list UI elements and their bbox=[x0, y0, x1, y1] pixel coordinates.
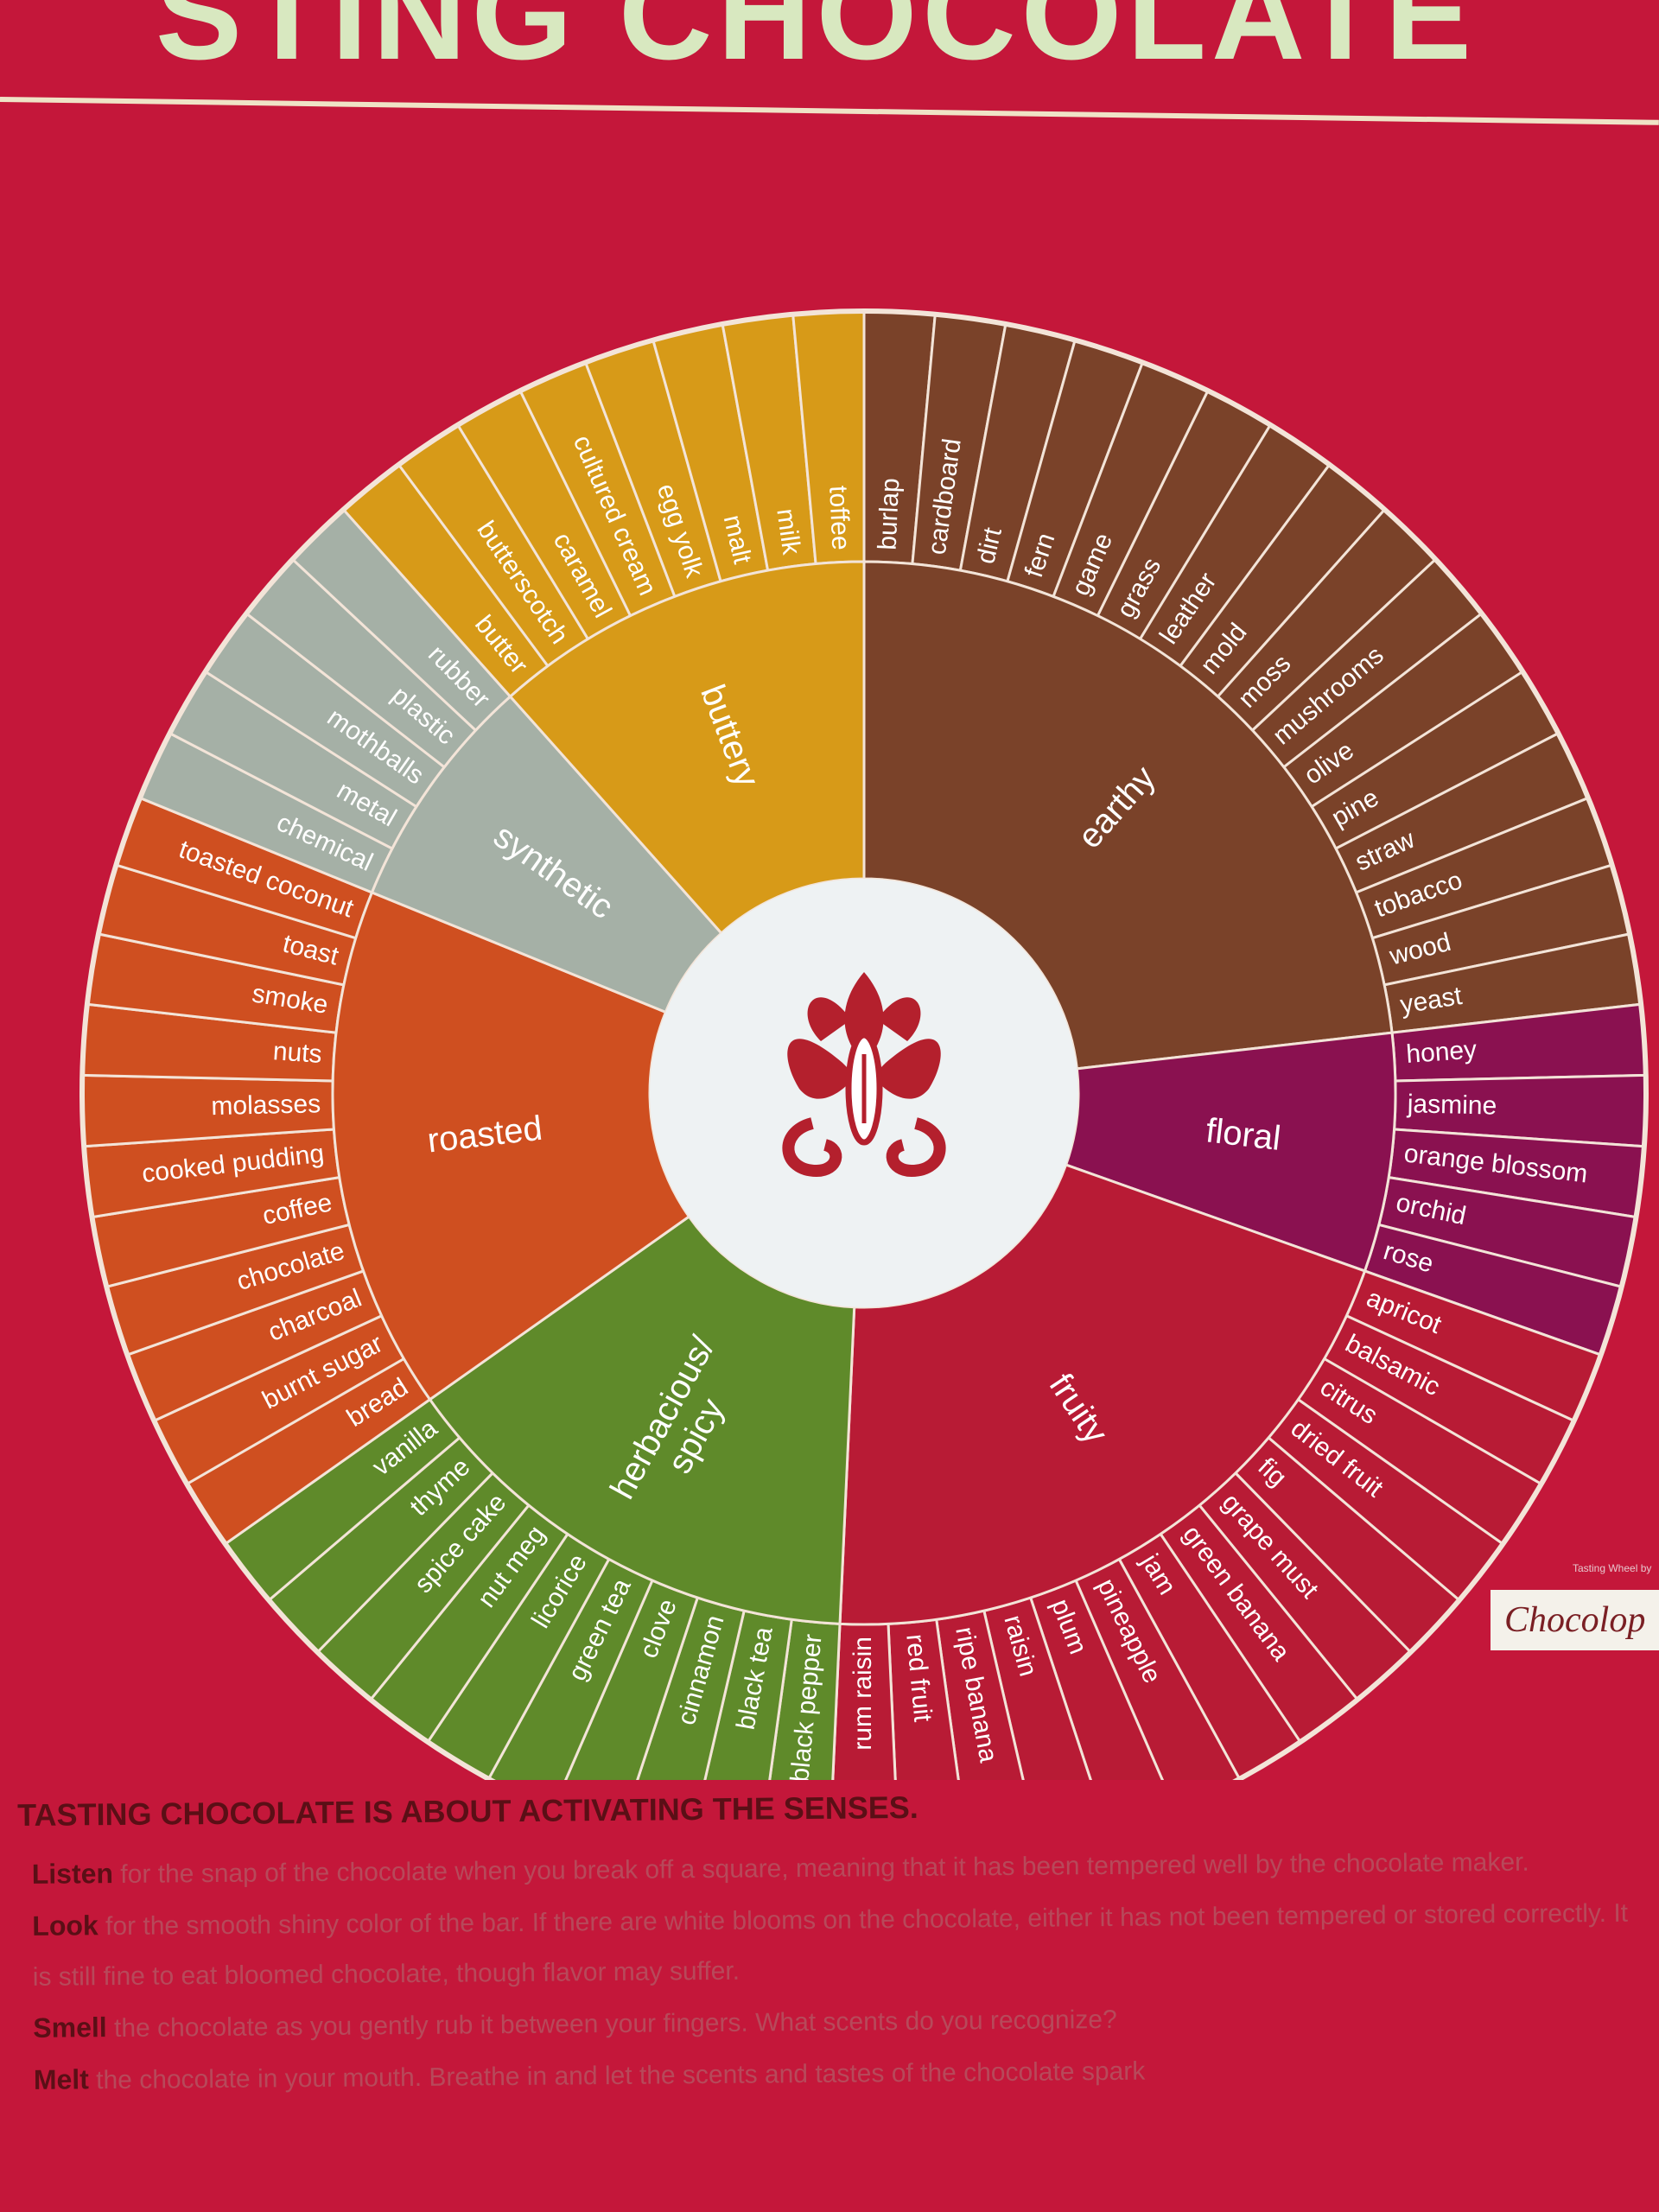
melt-keyword: Melt bbox=[33, 2063, 90, 2095]
smell-keyword: Smell bbox=[33, 2012, 107, 2044]
flavor-categories-ring: earthyfloralfruityherbacious/spicyroaste… bbox=[331, 560, 1397, 1626]
brand-name: Chocolop bbox=[1504, 1600, 1646, 1640]
listen-keyword: Listen bbox=[31, 1858, 114, 1890]
listen-text: for the snap of the chocolate when you b… bbox=[112, 1847, 1529, 1890]
brand-tagline: Tasting Wheel by bbox=[1573, 1562, 1652, 1574]
wheel-outer-border bbox=[79, 308, 1649, 1780]
flavor-label-nuts: nuts bbox=[272, 1037, 323, 1069]
flavor-label-jasmine: jasmine bbox=[1406, 1090, 1497, 1120]
look-text: for the smooth shiny color of the bar. I… bbox=[32, 1898, 1629, 1992]
look-paragraph: Look for the smooth shiny color of the b… bbox=[32, 1887, 1640, 2003]
flavor-label-milk: milk bbox=[771, 507, 805, 557]
poster-title: STING CHOCOLATE bbox=[156, 0, 1477, 86]
flavor-label-toffee: toffee bbox=[823, 485, 855, 550]
cacao-logo-icon bbox=[782, 972, 946, 1178]
flavor-label-molasses: molasses bbox=[211, 1090, 321, 1121]
category-buttery bbox=[508, 560, 866, 936]
flavor-label-rum-raisin: rum raisin bbox=[849, 1637, 877, 1751]
flavor-label-burlap: burlap bbox=[874, 478, 906, 551]
flavor-wheel: burlap cardboard dirt fern gamegrassleatherm… bbox=[79, 308, 1649, 1780]
title-divider bbox=[0, 97, 1659, 125]
melt-text: the chocolate in your mouth. Breathe in … bbox=[88, 2056, 1146, 2095]
category-earthy bbox=[862, 560, 1394, 1071]
brand-logo: Chocolop bbox=[1491, 1590, 1659, 1650]
flavor-label-honey: honey bbox=[1405, 1035, 1478, 1069]
look-keyword: Look bbox=[32, 1910, 99, 1942]
category-label-floral: floral bbox=[1204, 1111, 1282, 1158]
instructions-block: TASTING CHOCOLATE IS ABOUT ACTIVATING TH… bbox=[17, 1783, 1659, 2107]
smell-text: the chocolate as you gently rub it betwe… bbox=[106, 2005, 1117, 2044]
instructions-heading: TASTING CHOCOLATE IS ABOUT ACTIVATING TH… bbox=[17, 1789, 919, 1833]
